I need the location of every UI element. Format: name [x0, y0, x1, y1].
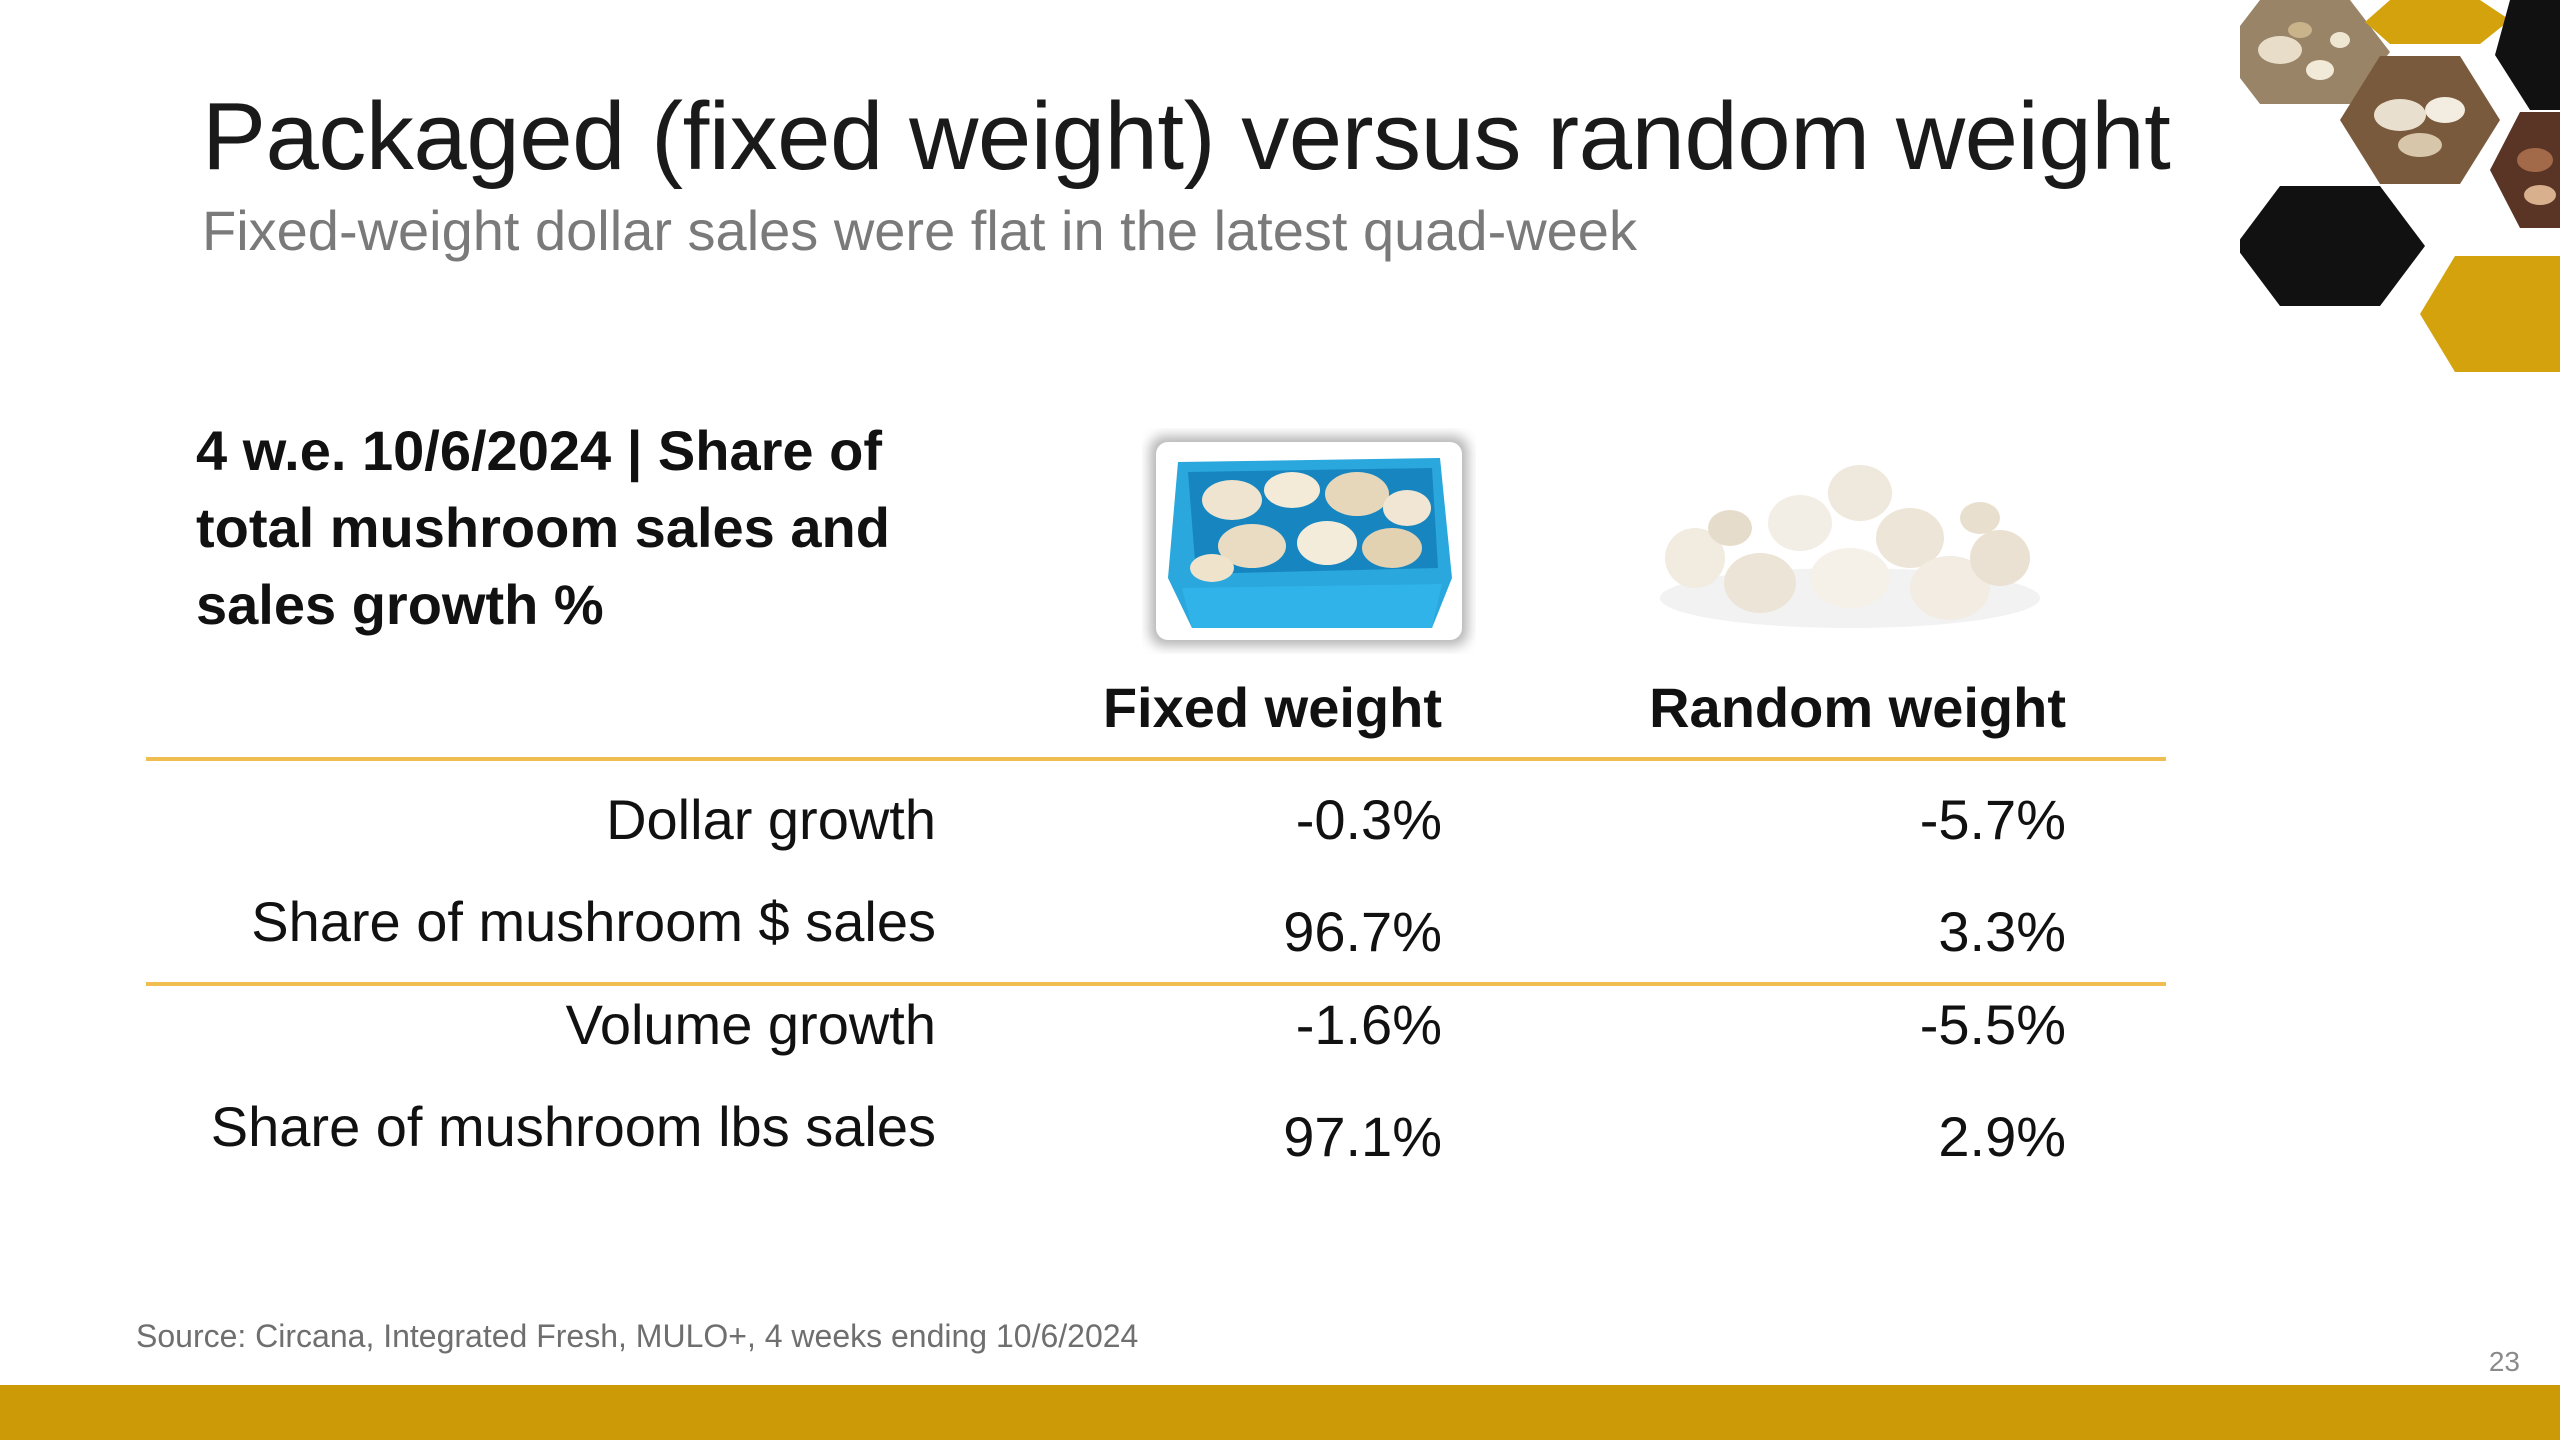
cell-random-share-lbs-sales: 2.9%	[1938, 1105, 2066, 1168]
footer-accent-bar	[0, 1385, 2560, 1440]
source-note: Source: Circana, Integrated Fresh, MULO+…	[136, 1318, 1139, 1354]
page-number: 23	[2488, 1346, 2520, 1377]
column-header-random-weight: Random weight	[1649, 676, 2066, 739]
cell-random-dollar-growth: -5.7%	[1919, 788, 2066, 851]
cell-fixed-share-dollar-sales: 96.7%	[1283, 900, 1442, 963]
mushroom-carton-image	[1150, 436, 1468, 646]
cell-random-volume-growth: -5.5%	[1919, 993, 2066, 1056]
slide-title: Packaged (fixed weight) versus random we…	[202, 83, 2171, 190]
table-divider-top	[146, 757, 2166, 761]
row-label-share-dollar-sales: Share of mushroom $ sales	[251, 890, 936, 953]
hexagon-collage-decoration	[2240, 0, 2560, 372]
row-label-volume-growth: Volume growth	[565, 993, 936, 1056]
slide-subtitle: Fixed-weight dollar sales were flat in t…	[202, 199, 1637, 262]
cell-random-share-dollar-sales: 3.3%	[1938, 900, 2066, 963]
cell-fixed-dollar-growth: -0.3%	[1295, 788, 1442, 851]
loose-mushrooms-image	[1660, 465, 2040, 628]
cell-fixed-volume-growth: -1.6%	[1295, 993, 1442, 1056]
row-label-share-lbs-sales: Share of mushroom lbs sales	[210, 1095, 936, 1158]
cell-fixed-share-lbs-sales: 97.1%	[1283, 1105, 1442, 1168]
table-row-header: 4 w.e. 10/6/2024 | Share of total mushro…	[196, 419, 890, 636]
column-header-fixed-weight: Fixed weight	[1102, 676, 1442, 739]
row-label-dollar-growth: Dollar growth	[606, 788, 936, 851]
table-divider-middle	[146, 982, 2166, 986]
